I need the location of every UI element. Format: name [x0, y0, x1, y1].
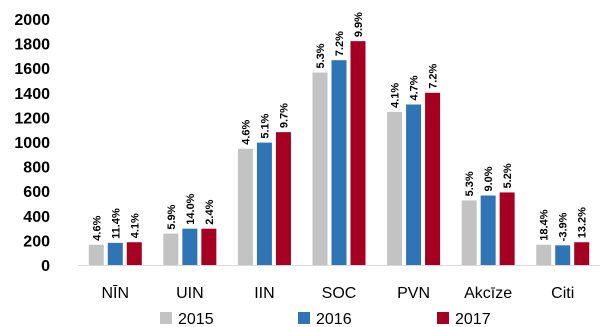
bar-2016-Citi [555, 245, 571, 265]
bar-2017-NĪN [126, 242, 142, 265]
bar-2015-PVN [387, 111, 403, 266]
x-tick-label: IIN [254, 285, 274, 302]
plot-area: 4.6% 11.4% 4.1% 5.9% 14.0% 2.4% 4.6% 5.1% 9.7% 5.… [88, 12, 590, 266]
data-label: 4.1% [129, 213, 141, 238]
x-tick-label: Citi [551, 285, 574, 302]
bar-2017-PVN [425, 92, 441, 265]
data-label: 5.3% [315, 43, 327, 68]
data-label: 5.1% [259, 113, 271, 138]
legend: 2015 2016 2017 [160, 311, 491, 327]
legend-label: 2017 [455, 311, 491, 327]
bar-2015-SOC [312, 72, 328, 265]
bar-2017-SOC [350, 41, 366, 265]
x-tick-label: NĪN [102, 284, 130, 302]
legend-label: 2015 [178, 311, 214, 327]
data-label: 4.6% [240, 119, 252, 144]
bar-2015-Akcīze [461, 200, 477, 265]
data-label: 13.2% [577, 207, 589, 238]
legend-swatch-2017 [437, 312, 449, 324]
data-label: 7.2% [334, 31, 346, 56]
bar-2017-Akcīze [499, 192, 515, 265]
y-tick-label: 1200 [14, 110, 50, 127]
bar-2016-NĪN [107, 242, 123, 265]
bar-2017-Citi [574, 242, 590, 265]
y-tick-label: 800 [23, 160, 50, 177]
data-label: 5.2% [502, 163, 514, 188]
x-tick-label: SOC [322, 285, 357, 302]
y-tick-label: 200 [23, 233, 50, 250]
data-label: 11.4% [110, 208, 122, 239]
data-label: 2.4% [204, 199, 216, 224]
bar-2017-UIN [201, 228, 217, 265]
bar-2015-UIN [163, 233, 179, 265]
data-label: 5.3% [464, 171, 476, 196]
data-label: 4.6% [91, 215, 103, 240]
x-tick-label: PVN [397, 285, 430, 302]
y-tick-label: 2000 [14, 12, 50, 29]
data-label: 9.7% [278, 103, 290, 128]
data-label: 9.9% [353, 12, 365, 37]
bar-2015-Citi [536, 244, 552, 265]
y-tick-label: 1600 [14, 61, 50, 78]
y-axis: 0 200 400 600 800 1000 1200 1400 1600 1800 2000 [14, 12, 50, 275]
data-label: -3.9% [558, 212, 570, 241]
y-tick-label: 600 [23, 184, 50, 201]
data-label: 9.0% [483, 166, 495, 191]
data-label: 14.0% [185, 193, 197, 224]
data-label: 18.4% [539, 209, 551, 240]
data-label: 4.7% [409, 75, 421, 100]
bar-2017-IIN [275, 132, 291, 265]
legend-swatch-2015 [160, 312, 172, 324]
legend-swatch-2016 [298, 312, 310, 324]
y-tick-label: 1800 [14, 37, 50, 54]
y-tick-label: 0 [41, 258, 50, 275]
data-label: 5.9% [166, 204, 178, 229]
bar-2016-SOC [331, 60, 347, 265]
y-tick-label: 1000 [14, 135, 50, 152]
x-tick-label: Akcīze [464, 285, 512, 302]
bar-2015-NĪN [88, 244, 104, 265]
bar-2015-IIN [237, 148, 253, 265]
data-label: 4.1% [390, 83, 402, 108]
y-tick-label: 400 [23, 209, 50, 226]
bar-2016-PVN [406, 104, 422, 265]
bar-2016-UIN [182, 228, 198, 265]
x-axis: NĪN UIN IIN SOC PVN Akcīze Citi [78, 265, 600, 302]
data-label: 7.2% [428, 64, 440, 89]
legend-label: 2016 [316, 311, 352, 327]
y-tick-label: 1400 [14, 86, 50, 103]
bar-2016-IIN [256, 142, 272, 265]
x-tick-label: UIN [176, 285, 204, 302]
bar-2016-Akcīze [480, 195, 496, 265]
